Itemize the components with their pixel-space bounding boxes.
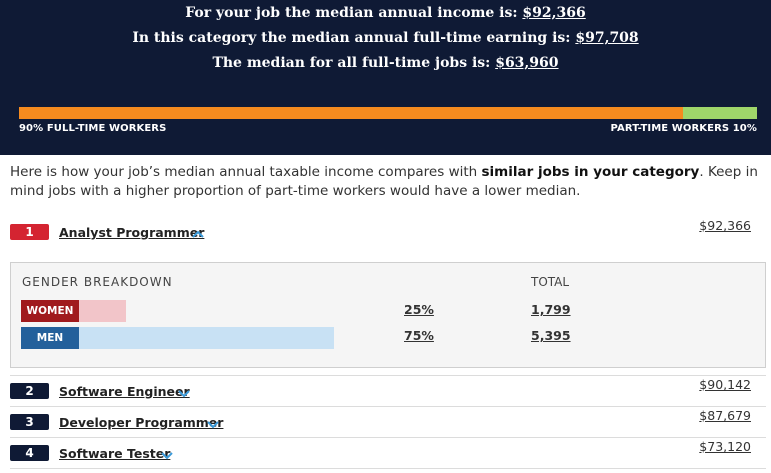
job-amount[interactable]: $90,142 bbox=[699, 377, 751, 392]
rank-badge: 3 bbox=[10, 414, 49, 430]
women-fill bbox=[79, 300, 127, 322]
workers-proportion-bar bbox=[19, 107, 757, 119]
chevron-down-icon[interactable] bbox=[160, 450, 174, 460]
men-fill bbox=[79, 327, 334, 349]
women-tag: WOMEN bbox=[21, 300, 79, 322]
category-median-value[interactable]: $97,708 bbox=[575, 30, 639, 46]
job-title-link[interactable]: Developer Programmer bbox=[59, 415, 224, 430]
men-total[interactable]: 5,395 bbox=[531, 328, 571, 343]
job-title-link[interactable]: Software Engineer bbox=[59, 384, 190, 399]
job-amount[interactable]: $92,366 bbox=[699, 218, 751, 233]
row-divider bbox=[10, 468, 766, 469]
men-tag: MEN bbox=[21, 327, 79, 349]
row-divider bbox=[10, 406, 766, 407]
full-time-segment bbox=[19, 107, 684, 119]
chevron-down-icon[interactable] bbox=[206, 419, 220, 429]
men-percent[interactable]: 75% bbox=[404, 328, 434, 343]
job-median-line: For your job the median annual income is… bbox=[185, 5, 586, 21]
women-total[interactable]: 1,799 bbox=[531, 302, 571, 317]
intro-text: Here is how your job’s median annual tax… bbox=[10, 164, 758, 199]
women-percent[interactable]: 25% bbox=[404, 302, 434, 317]
all-jobs-median-value[interactable]: $63,960 bbox=[495, 55, 559, 71]
all-jobs-median-line: The median for all full-time jobs is: $6… bbox=[212, 55, 559, 71]
chevron-down-icon[interactable] bbox=[177, 388, 191, 398]
row-divider bbox=[10, 375, 766, 376]
summary-header: For your job the median annual income is… bbox=[0, 0, 771, 155]
part-time-label: PART-TIME WORKERS 10% bbox=[610, 123, 757, 134]
job-amount[interactable]: $73,120 bbox=[699, 439, 751, 454]
full-time-label: 90% FULL-TIME WORKERS bbox=[19, 123, 167, 134]
gender-breakdown-title: GENDER BREAKDOWN bbox=[22, 275, 173, 289]
rank-badge: 4 bbox=[10, 445, 49, 461]
chevron-up-icon[interactable] bbox=[191, 229, 205, 239]
job-median-value[interactable]: $92,366 bbox=[522, 5, 586, 21]
job-title-link[interactable]: Analyst Programmer bbox=[59, 225, 205, 240]
row-divider bbox=[10, 437, 766, 438]
job-title-link[interactable]: Software Tester bbox=[59, 446, 171, 461]
rank-badge: 1 bbox=[10, 224, 49, 240]
rank-badge: 2 bbox=[10, 383, 49, 399]
category-median-line: In this category the median annual full-… bbox=[132, 30, 639, 46]
job-amount[interactable]: $87,679 bbox=[699, 408, 751, 423]
gender-breakdown-panel: GENDER BREAKDOWN TOTAL WOMEN 25% 1,799 M… bbox=[10, 262, 766, 368]
total-header: TOTAL bbox=[531, 275, 570, 289]
